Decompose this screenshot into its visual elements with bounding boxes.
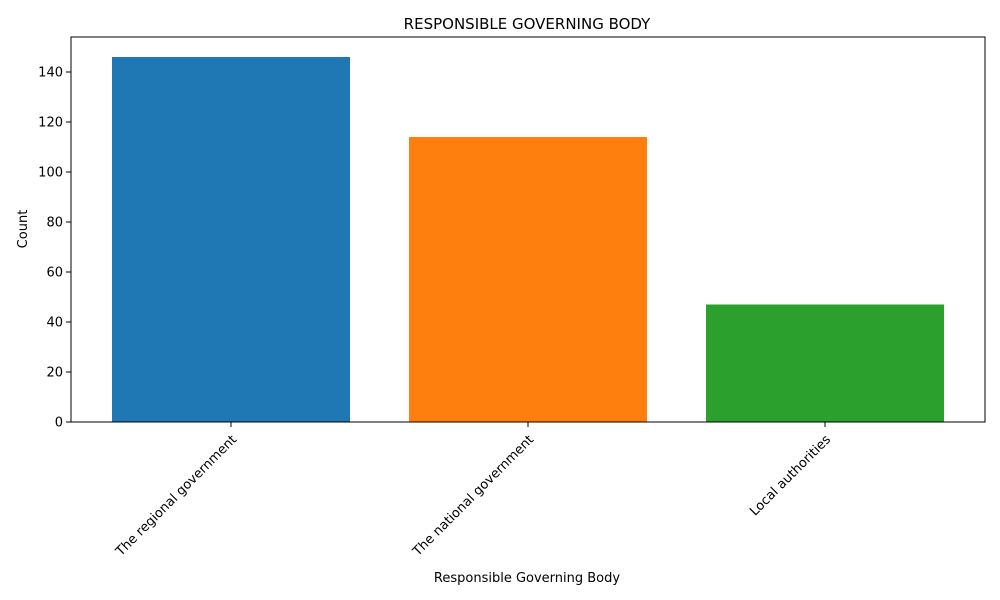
x-axis-label: Responsible Governing Body bbox=[434, 571, 620, 586]
bar-1 bbox=[112, 57, 350, 422]
bar-3 bbox=[706, 304, 944, 422]
y-tick-label: 20 bbox=[46, 366, 63, 381]
y-tick-label: 120 bbox=[38, 116, 63, 131]
bar-2 bbox=[409, 137, 647, 422]
y-tick-label: 100 bbox=[38, 166, 63, 181]
chart-title: RESPONSIBLE GOVERNING BODY bbox=[404, 15, 651, 33]
y-tick-label: 80 bbox=[46, 216, 63, 231]
y-axis-label: Count bbox=[16, 210, 31, 249]
y-tick-label: 140 bbox=[38, 66, 63, 81]
y-tick-label: 60 bbox=[46, 266, 63, 281]
plot-frame bbox=[70, 36, 986, 423]
plot-area: 0 20 40 60 80 100 120 140 The regional governmen… bbox=[38, 36, 986, 560]
x-tick-label: The regional government bbox=[112, 432, 240, 560]
y-tick-label: 0 bbox=[55, 416, 63, 431]
x-tick-label: Local authorities bbox=[747, 432, 834, 519]
x-tick-label: The national government bbox=[409, 432, 537, 560]
y-tick-label: 40 bbox=[46, 316, 63, 331]
